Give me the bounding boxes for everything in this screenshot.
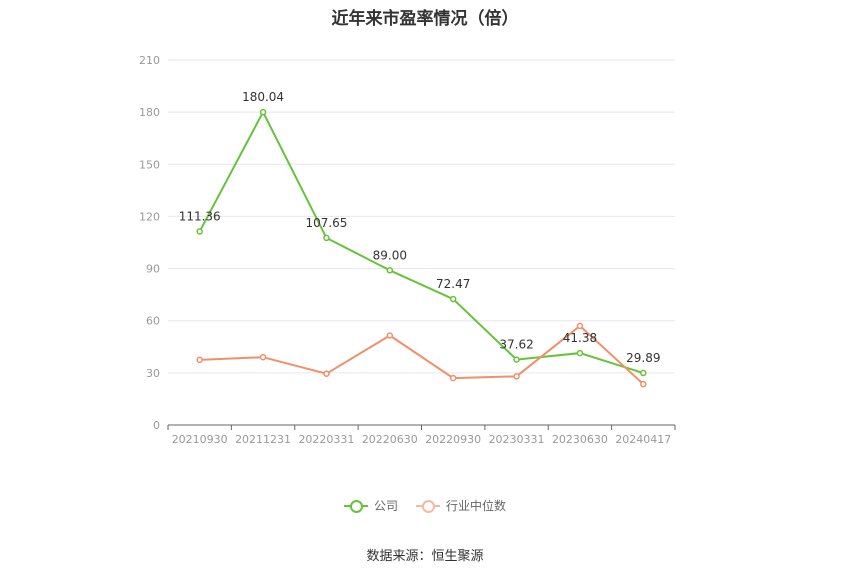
data-point-company: [323, 234, 330, 242]
data-point-company: [576, 349, 584, 357]
x-tick-label: 20230630: [552, 433, 608, 446]
x-tick-label: 20220930: [425, 433, 481, 446]
data-label: 37.62: [499, 338, 533, 352]
data-source: 数据来源：恒生聚源: [366, 549, 484, 564]
line-marker-icon: [416, 499, 440, 513]
data-label: 89.00: [373, 248, 407, 262]
data-labels: 111.36 180.04 107.65 89.00 72.47 37.62 41.38 29…: [179, 90, 661, 365]
legend-label-industry: 行业中位数: [446, 499, 507, 513]
data-point-industry: [513, 373, 520, 380]
y-tick-label: 60: [146, 315, 160, 328]
series-line-industry: [199, 324, 644, 385]
data-point-industry: [449, 374, 457, 382]
y-tick-label: 150: [139, 158, 160, 171]
data-point-industry: [640, 380, 647, 388]
x-tick-label: 20220331: [298, 433, 354, 446]
x-tick-label: 20240417: [615, 433, 671, 446]
data-label: 180.04: [242, 90, 284, 104]
data-point-industry: [323, 370, 330, 377]
y-tick-label: 120: [139, 210, 160, 223]
data-point-industry: [386, 332, 394, 339]
series-group: [196, 108, 647, 388]
data-label: 107.65: [305, 216, 347, 230]
axes: 0 30 60 90 120 150 180 210 20210930 20211231 20220…: [139, 54, 676, 446]
data-point-company: [259, 108, 267, 116]
grid-lines: [168, 59, 675, 374]
y-tick-label: 210: [139, 54, 160, 67]
legend-label-company: 公司: [373, 499, 398, 513]
x-tick-label: 20220630: [362, 433, 418, 446]
y-tick-label: 0: [153, 419, 160, 432]
data-label: 72.47: [436, 277, 470, 291]
y-tick-label: 90: [146, 263, 160, 276]
data-label: 29.89: [626, 351, 660, 365]
data-point-company: [196, 228, 203, 235]
data-point-company: [386, 267, 394, 274]
data-point-company: [640, 369, 647, 377]
legend: 公司 行业中位数: [0, 497, 850, 514]
legend-item-company[interactable]: 公司: [343, 497, 398, 514]
line-chart: 0 30 60 90 120 150 180 210 20210930 20211231 20220…: [139, 54, 676, 446]
y-tick-label: 180: [139, 106, 160, 119]
x-tick-label: 20211231: [235, 433, 291, 446]
x-tick-label: 20230331: [489, 433, 545, 446]
x-tick-label: 20210930: [172, 433, 228, 446]
data-point-company: [449, 295, 457, 303]
line-marker-icon: [343, 499, 368, 513]
data-label: 41.38: [563, 331, 597, 345]
data-point-industry: [196, 356, 203, 364]
data-point-industry: [576, 322, 584, 330]
y-tick-label: 30: [146, 367, 160, 380]
legend-item-industry[interactable]: 行业中位数: [416, 497, 506, 514]
data-point-company: [513, 356, 520, 363]
data-point-industry: [259, 353, 267, 361]
series-line-company: [198, 109, 644, 375]
data-label: 111.36: [179, 209, 221, 223]
chart-title: 近年来市盈率情况（倍）: [331, 9, 519, 29]
